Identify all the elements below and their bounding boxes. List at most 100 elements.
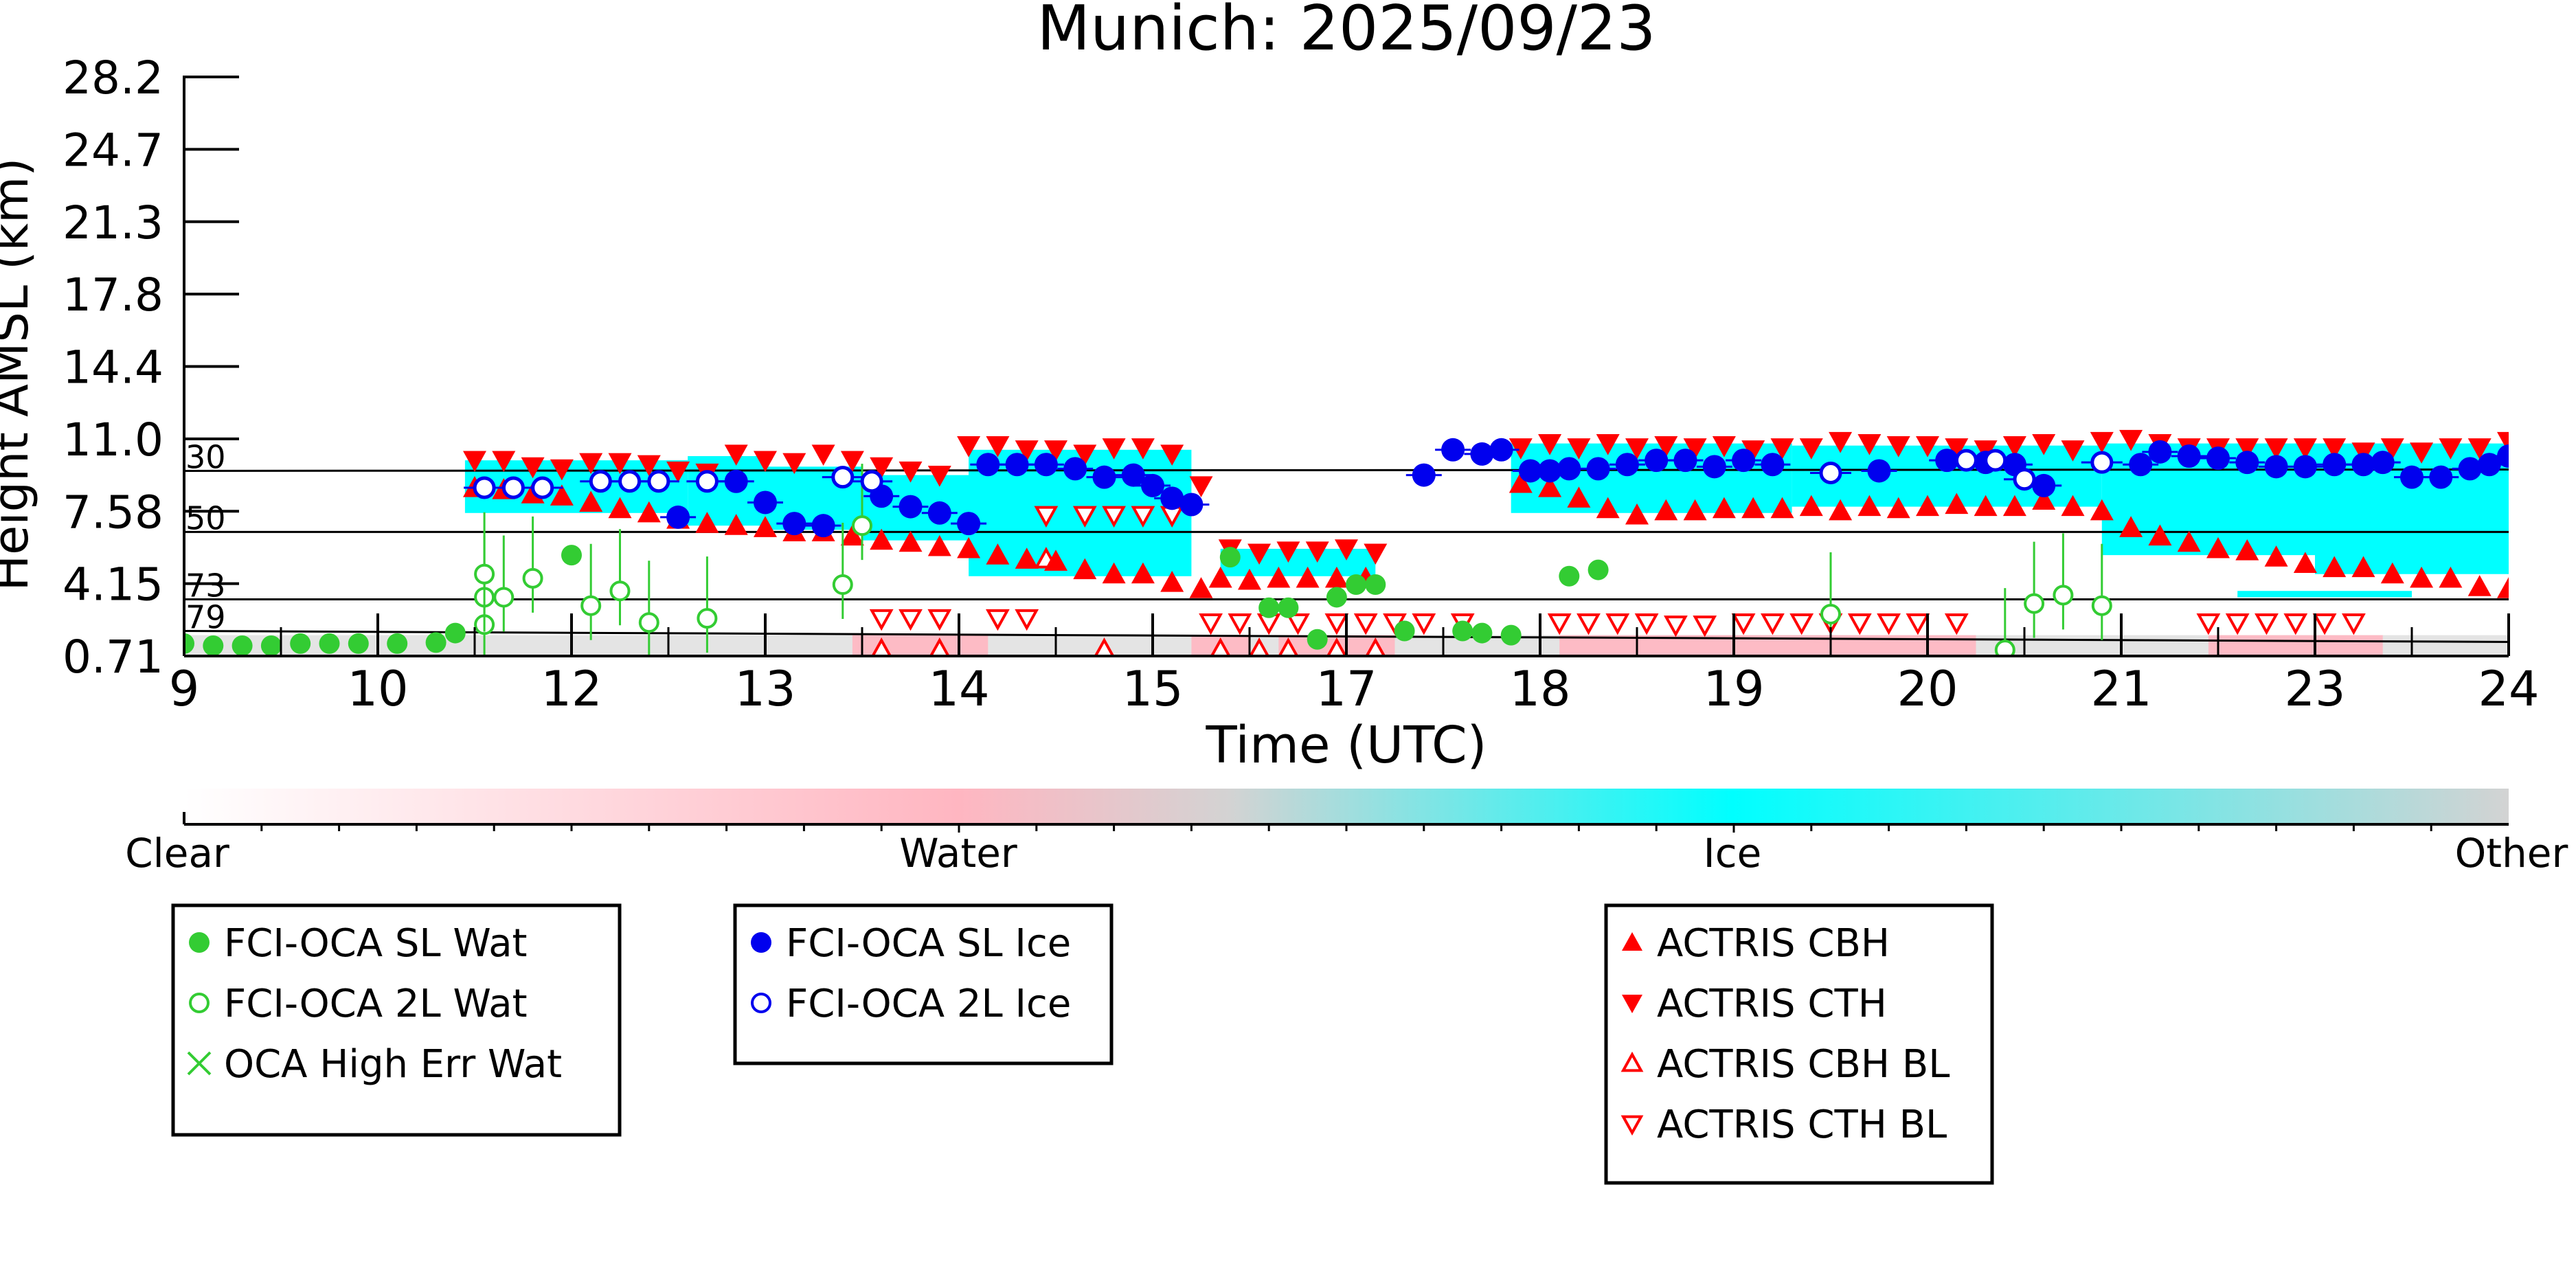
x-tick-label-8: 19	[1703, 661, 1764, 717]
point-actris-cbh-55	[2177, 530, 2201, 552]
point-actris-cbh-bl-0	[871, 637, 892, 656]
colorbar-label-ice: Ice	[1704, 830, 1762, 877]
point-actris-cbh-40	[1741, 497, 1765, 519]
point-fci-oca-sl-ice-29	[1696, 455, 1732, 479]
point-actris-cbh-bl-8	[1365, 637, 1386, 656]
point-actris-cth-58	[2264, 438, 2288, 460]
legend-label-actris-cth: ACTRIS CTH	[1657, 982, 1887, 1026]
point-actris-cth-21	[1073, 444, 1097, 466]
point-actris-cth-32	[1509, 438, 1533, 460]
point-fci-oca-sl-ice-28	[1667, 449, 1704, 473]
y-tick-label-3: 11.0	[63, 414, 163, 466]
pressure-label-50: 50	[185, 499, 226, 536]
point-actris-cth-bl-33	[2196, 613, 2221, 635]
point-actris-cbh-6	[637, 501, 661, 523]
point-fci-oca-sl-ice-39	[2171, 444, 2207, 468]
point-actris-cbh-50	[2032, 488, 2056, 510]
bg-water-0	[852, 635, 988, 656]
bg-ice-10	[2237, 591, 2412, 598]
point-actris-cth-30	[1335, 539, 1358, 561]
series-fci-oca-2l-ice	[464, 449, 2123, 499]
point-actris-cth-13	[840, 451, 864, 473]
point-actris-cbh-53	[2119, 516, 2143, 537]
point-actris-cth-0	[463, 451, 486, 473]
point-fci-oca-2l-wat-6	[609, 529, 631, 626]
point-actris-cth-4	[579, 453, 603, 475]
legend-frame-0	[171, 903, 622, 1137]
legend-icon-fci-oca-sl-wat	[189, 932, 210, 953]
point-actris-cth-bl-6	[1072, 506, 1097, 528]
legend-label-actris-cbh: ACTRIS CBH	[1657, 921, 1890, 966]
point-actris-cth-24	[1160, 444, 1184, 466]
y-tick-label-7: 24.7	[63, 124, 163, 177]
point-actris-cbh-48	[1974, 495, 1998, 517]
colorbar: Clear Water Ice Other	[125, 789, 2568, 877]
point-fci-oca-sl-wat-3	[260, 635, 282, 656]
point-actris-cth-bl-5	[1034, 506, 1059, 528]
point-fci-oca-2l-ice-11	[1974, 449, 2016, 472]
point-actris-cth-bl-34	[2225, 613, 2250, 635]
point-fci-oca-2l-ice-12	[2004, 468, 2045, 491]
point-actris-cth-38	[1683, 438, 1707, 460]
point-fci-oca-sl-wat-1	[203, 635, 224, 656]
legend-icon-oca-high-err-wat	[187, 1051, 212, 1076]
point-actris-cbh-10	[754, 516, 777, 537]
point-actris-cth-bl-2	[927, 609, 952, 631]
point-fci-oca-sl-ice-13	[1086, 465, 1122, 489]
point-fci-oca-2l-wat-9	[832, 523, 853, 620]
point-actris-cth-25	[1189, 476, 1213, 497]
colorbar-gradient	[184, 789, 2509, 824]
point-actris-cth-33	[1538, 433, 1562, 455]
point-actris-cth-5	[608, 453, 632, 475]
point-actris-cth-57	[2235, 438, 2259, 460]
y-tick-label-4: 14.4	[63, 341, 163, 394]
point-actris-cth-41	[1770, 438, 1794, 460]
y-tick-label-6: 21.3	[63, 196, 163, 249]
pressure-label-79: 79	[185, 599, 226, 636]
x-tick-label-6: 17	[1315, 661, 1377, 717]
point-actris-cth-bl-13	[1286, 613, 1310, 635]
point-actris-cbh-37	[1654, 499, 1678, 521]
point-actris-cth-bl-1	[899, 609, 923, 631]
point-actris-cth-28	[1276, 541, 1300, 563]
point-fci-oca-sl-wat-7	[387, 633, 408, 654]
point-actris-cbh-17	[957, 536, 981, 558]
point-actris-cbh-3	[550, 484, 574, 506]
point-actris-cbh-32	[1509, 471, 1533, 493]
point-fci-oca-sl-ice-30	[1726, 449, 1762, 473]
point-fci-oca-2l-wat-14	[2053, 533, 2074, 630]
point-fci-oca-sl-ice-41	[2229, 451, 2266, 475]
point-actris-cbh-63	[2410, 566, 2434, 588]
point-actris-cbh-35	[1596, 497, 1620, 519]
pressure-line-30	[183, 468, 2509, 472]
point-actris-cbh-21	[1073, 558, 1097, 580]
point-actris-cth-14	[870, 457, 894, 479]
point-actris-cbh-27	[1238, 568, 1261, 590]
legend-label-actris-cbh-bl: ACTRIS CBH BL	[1657, 1042, 1950, 1087]
point-actris-cth-45	[1886, 436, 1910, 457]
point-actris-cth-bl-35	[2255, 613, 2279, 635]
legend-label-fci-oca-sl-wat: FCI-OCA SL Wat	[224, 921, 528, 966]
point-actris-cbh-65	[2467, 575, 2492, 596]
point-actris-cbh-51	[2061, 495, 2085, 517]
x-axis-label: Time (UTC)	[1205, 716, 1487, 775]
point-fci-oca-sl-ice-38	[2142, 440, 2178, 464]
chart-title: Munich: 2025/09/23	[1037, 0, 1656, 65]
colorbar-label-other: Other	[2455, 830, 2568, 877]
point-fci-oca-sl-ice-0	[660, 505, 697, 529]
point-actris-cth-50	[2032, 433, 2056, 455]
point-actris-cbh-5	[608, 497, 632, 519]
point-fci-oca-2l-ice-9	[1810, 462, 1851, 485]
point-actris-cth-44	[1857, 433, 1882, 455]
y-tick-label-2: 7.58	[63, 486, 163, 539]
point-fci-oca-2l-wat-2	[474, 512, 495, 609]
point-actris-cth-29	[1305, 541, 1329, 563]
point-fci-oca-sl-wat-16	[1346, 574, 1367, 596]
y-tick-label-1: 4.15	[63, 558, 163, 611]
point-actris-cth-bl-19	[1547, 613, 1572, 635]
legend-box-1: FCI-OCA SL Ice FCI-OCA 2L Ice	[733, 903, 1114, 1065]
point-fci-oca-2l-wat-8	[697, 556, 718, 653]
point-fci-oca-sl-wat-9	[444, 622, 466, 644]
point-actris-cbh-bl-3	[1094, 637, 1115, 656]
point-fci-oca-sl-ice-19	[1435, 438, 1471, 462]
